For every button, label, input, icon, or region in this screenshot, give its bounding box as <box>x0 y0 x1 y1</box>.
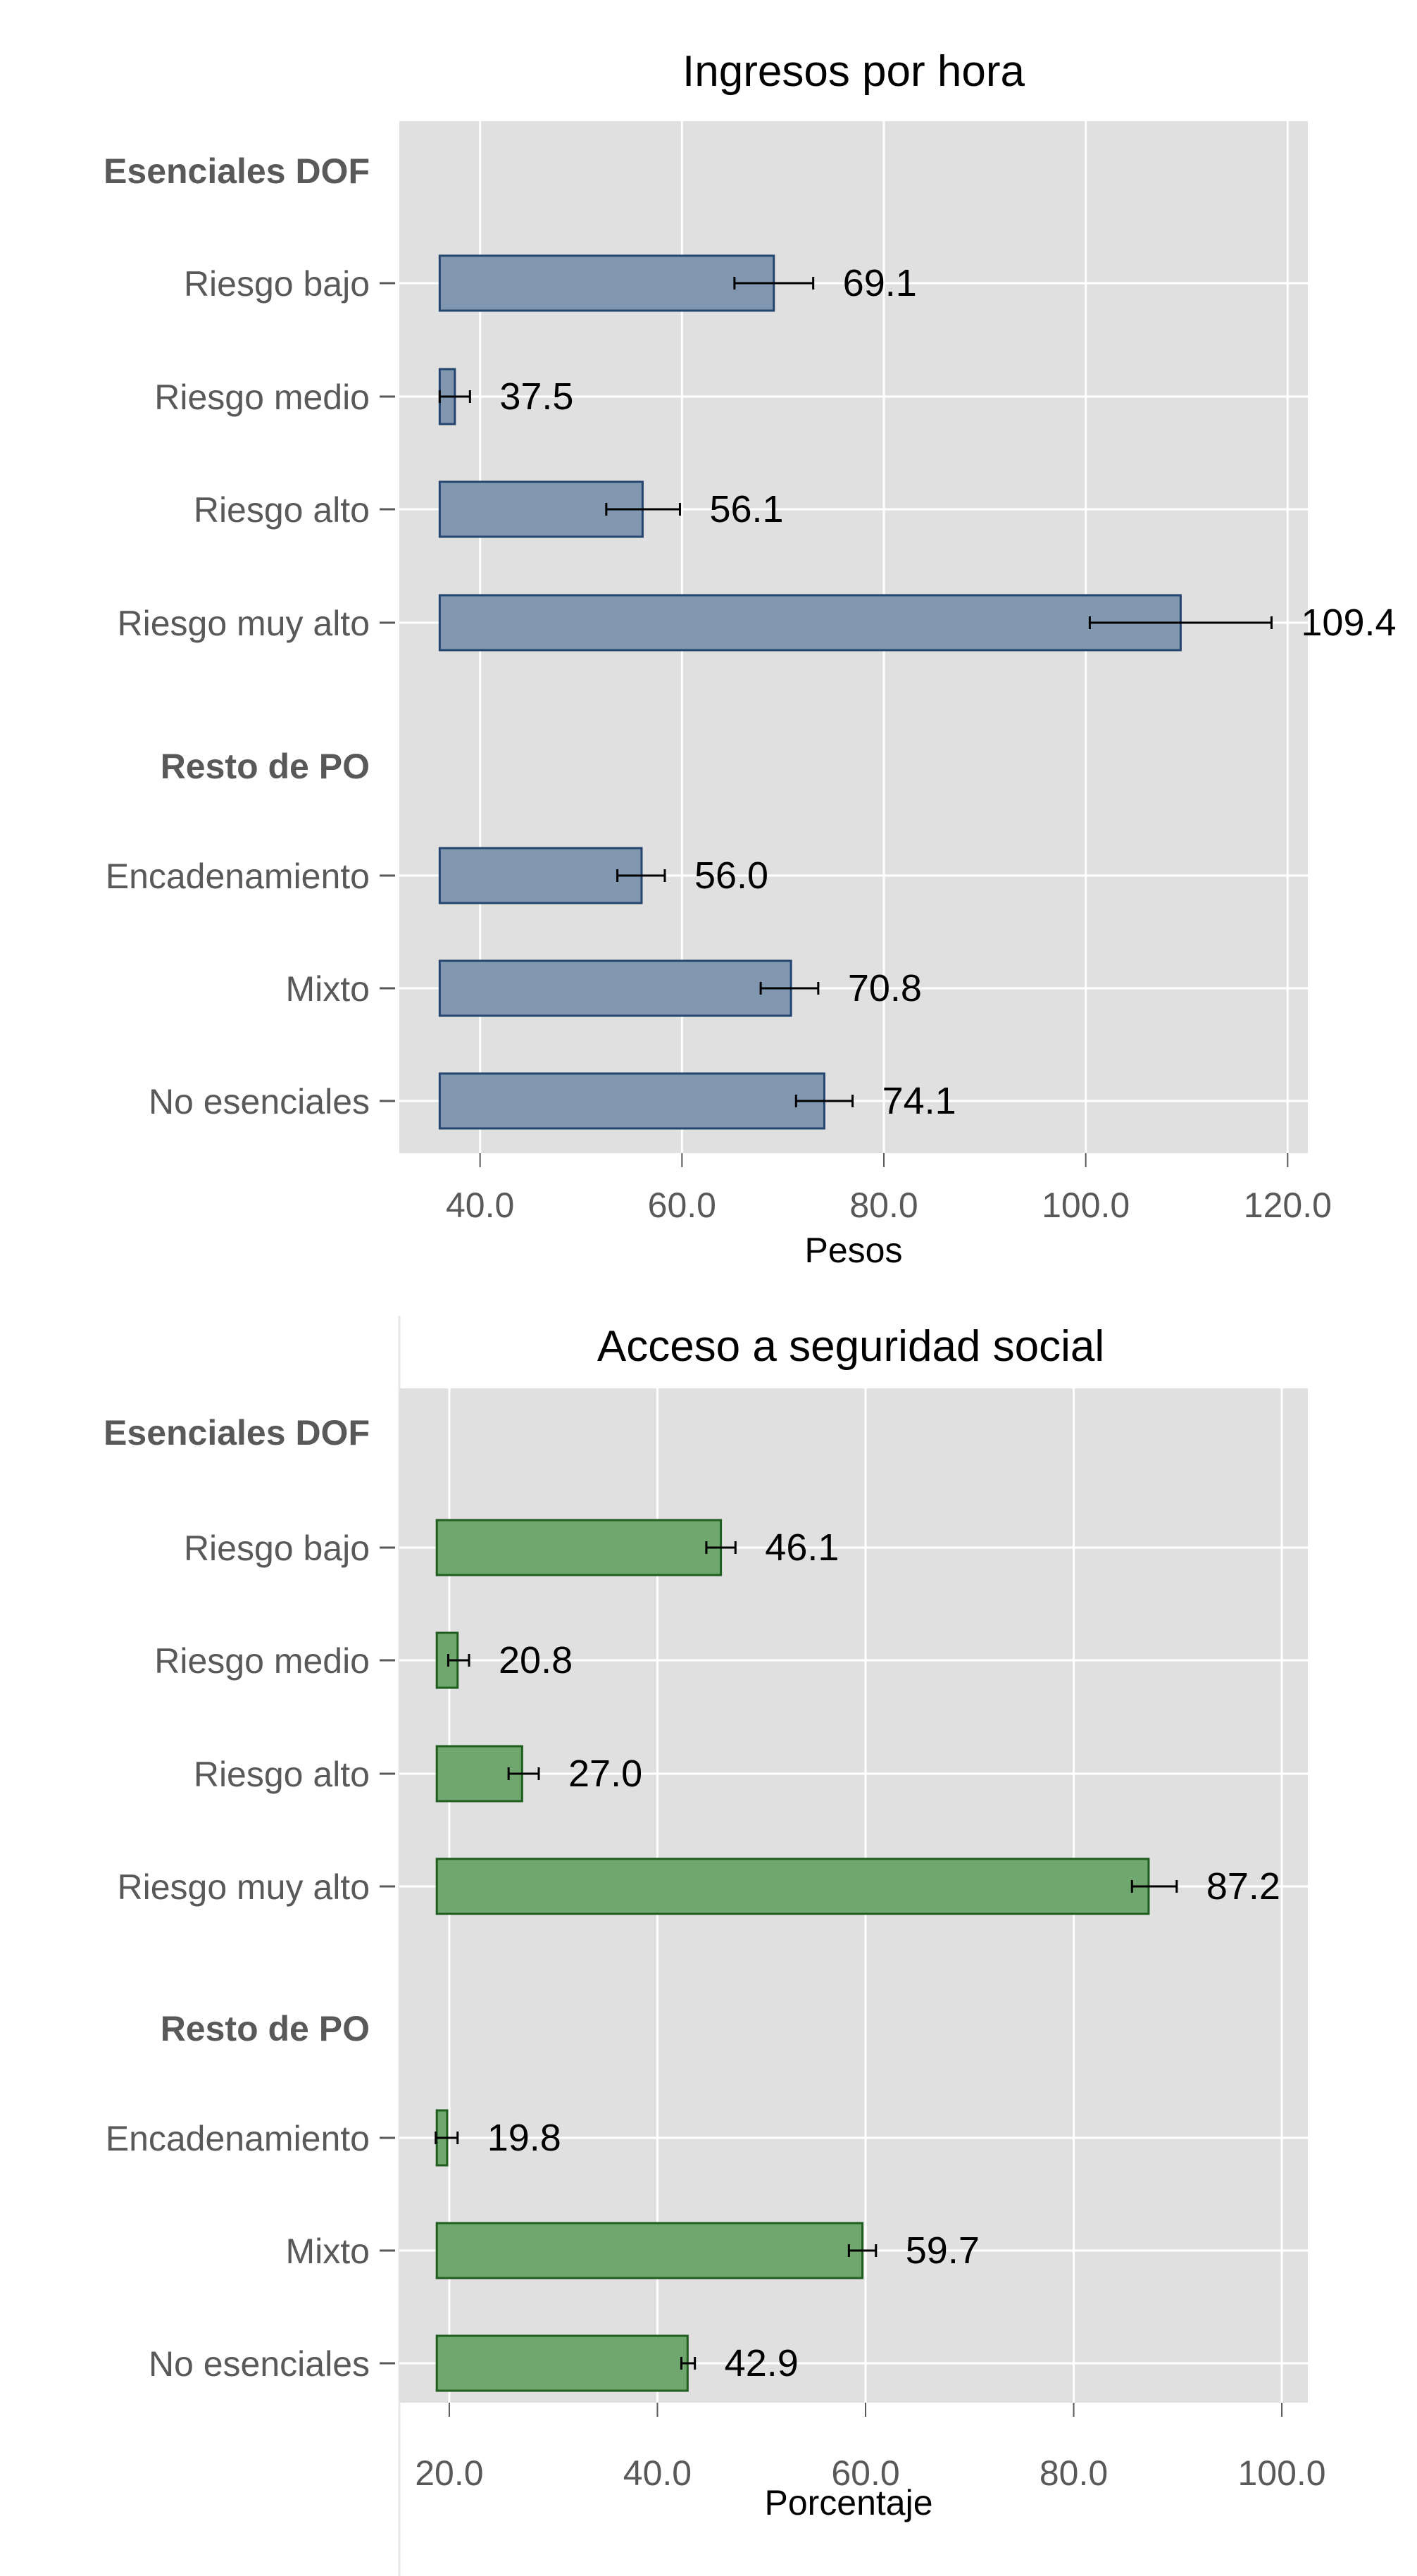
category-label: Riesgo muy alto <box>118 1867 370 1907</box>
category-label: Mixto <box>286 2232 370 2271</box>
category-label: No esenciales <box>149 2344 370 2384</box>
x-tick-label: 80.0 <box>849 1186 918 1225</box>
value-label: 56.1 <box>709 488 783 530</box>
value-labels: 69.1 37.5 56.1 109.4 56.0 70.8 74.1 <box>499 262 1396 1122</box>
value-label: 74.1 <box>882 1080 956 1122</box>
category-label: Riesgo medio <box>154 1641 370 1681</box>
chart-title: Ingresos por hora <box>682 47 1025 96</box>
category-label: Encadenamiento <box>106 2119 370 2158</box>
x-tick-labels: 20.0 40.0 60.0 80.0 100.0 <box>415 2403 1326 2493</box>
x-tick-label: 60.0 <box>831 2453 899 2493</box>
category-label: Riesgo alto <box>194 1755 370 1794</box>
group-header: Esenciales DOF <box>104 1413 370 1452</box>
value-label: 37.5 <box>499 375 573 418</box>
social-security-chart: 46.1 20.8 27.0 87.2 19.8 59.7 42.9 Esenciales … <box>104 1316 1326 2576</box>
x-axis-label: Porcentaje <box>764 2483 932 2522</box>
income-per-hour-chart: 69.1 37.5 56.1 109.4 56.0 70.8 74.1 Esenciales… <box>104 47 1397 1270</box>
bars <box>435 1519 1150 2392</box>
x-tick-label: 40.0 <box>623 2453 692 2493</box>
x-axis-label: Pesos <box>805 1231 903 1270</box>
x-tick-labels: 40.0 60.0 80.0 100.0 120.0 <box>446 1153 1332 1225</box>
value-label: 59.7 <box>906 2229 980 2272</box>
bar <box>438 959 792 1017</box>
value-label: 109.4 <box>1301 602 1396 644</box>
value-label: 87.2 <box>1206 1865 1280 1908</box>
x-tick-label: 80.0 <box>1040 2453 1108 2493</box>
category-label: Riesgo bajo <box>184 1529 370 1568</box>
x-tick-label: 120.0 <box>1244 1186 1332 1225</box>
category-label: Encadenamiento <box>106 857 370 896</box>
value-label: 42.9 <box>725 2342 799 2384</box>
bar <box>435 2334 689 2392</box>
category-labels: Esenciales DOF Riesgo bajo Riesgo medio Rie… <box>104 151 395 1121</box>
x-tick-label: 20.0 <box>415 2453 483 2493</box>
x-tick-label: 60.0 <box>648 1186 716 1225</box>
bar <box>438 847 643 904</box>
bar <box>435 1858 1150 1915</box>
value-label: 46.1 <box>765 1526 839 1569</box>
value-label: 19.8 <box>487 2117 561 2159</box>
value-label: 69.1 <box>843 262 917 304</box>
x-tick-label: 40.0 <box>446 1186 514 1225</box>
value-label: 56.0 <box>694 854 768 897</box>
bar <box>435 2222 864 2279</box>
x-tick-label: 100.0 <box>1042 1186 1130 1225</box>
group-header: Esenciales DOF <box>104 151 370 191</box>
value-label: 20.8 <box>499 1639 573 1681</box>
category-label: Riesgo medio <box>154 378 370 417</box>
bars <box>438 254 1182 1130</box>
category-label: No esenciales <box>149 1082 370 1121</box>
group-header: Resto de PO <box>161 2009 370 2048</box>
group-header: Resto de PO <box>161 747 370 786</box>
bar <box>438 1072 825 1130</box>
x-tick-label: 100.0 <box>1237 2453 1325 2493</box>
bar <box>435 1519 723 1576</box>
error-bars <box>438 277 1273 1107</box>
error-bars <box>435 1541 1178 2370</box>
bar <box>438 594 1182 652</box>
category-label: Riesgo muy alto <box>118 604 370 643</box>
category-label: Mixto <box>286 969 370 1009</box>
category-labels: Esenciales DOF Riesgo bajo Riesgo medio Rie… <box>104 1413 395 2384</box>
category-label: Riesgo bajo <box>184 264 370 304</box>
value-labels: 46.1 20.8 27.0 87.2 19.8 59.7 42.9 <box>487 1526 1280 2384</box>
chart-title: Acceso a seguridad social <box>597 1322 1104 1371</box>
value-label: 70.8 <box>848 967 922 1009</box>
value-label: 27.0 <box>568 1753 642 1795</box>
bar <box>438 254 775 312</box>
category-label: Riesgo alto <box>194 490 370 530</box>
